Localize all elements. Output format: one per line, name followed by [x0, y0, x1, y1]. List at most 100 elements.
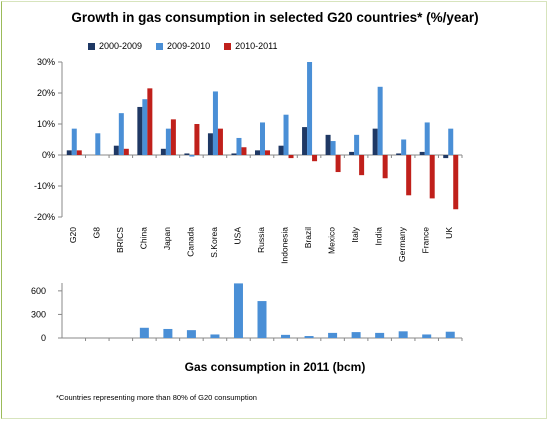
y-tick-label: 20%: [37, 88, 55, 98]
x-tick-label-france: France: [421, 227, 431, 254]
bar-2010-2011-china: [147, 88, 153, 155]
consumption-chart: 0 300 600: [31, 283, 463, 343]
bar-2000-2009-s-korea: [207, 133, 213, 155]
bar-2010-2011-usa: [241, 147, 247, 155]
bar-2009-2010-france: [424, 122, 430, 155]
x-tick-label-italy: Italy: [350, 226, 360, 242]
bar-consumption-canada: [186, 330, 196, 338]
bar-2009-2010-china: [142, 99, 148, 155]
bar-consumption-brazil: [304, 336, 314, 338]
legend-swatch-2010-2011: [224, 42, 232, 50]
bar-2009-2010-germany: [401, 139, 407, 155]
x-tick-label-russia: Russia: [256, 227, 266, 253]
bar-2009-2010-s-korea: [212, 91, 218, 155]
bar-2000-2009-japan: [160, 148, 166, 155]
bar-2010-2011-g20: [76, 150, 82, 155]
x-tick-label-brics: BRICS: [115, 227, 125, 253]
y-tick-label: -10%: [34, 181, 55, 191]
x-tick-label-g20: G20: [68, 227, 78, 243]
x-tick-label-japan: Japan: [162, 227, 172, 250]
bar-2010-2011-germany: [406, 155, 412, 196]
footnote: *Countries representing more than 80% of…: [56, 393, 257, 402]
bar-2000-2009-mexico: [325, 134, 331, 155]
legend-item-2010-2011: 2010-2011: [224, 39, 277, 53]
y-tick-label-2: 300: [31, 309, 46, 319]
legend-label-2009-2010: 2009-2010: [167, 41, 211, 51]
bar-2009-2010-g20: [71, 128, 77, 155]
bar-2010-2011-uk: [453, 155, 459, 210]
legend-label-2010-2011: 2010-2011: [235, 41, 278, 51]
bar-2000-2009-indonesia: [278, 145, 284, 155]
bar-2009-2010-japan: [165, 128, 171, 155]
legend-swatch-2009-2010: [156, 42, 164, 50]
bar-consumption-mexico: [328, 332, 338, 338]
bar-2010-2011-brics: [123, 148, 129, 155]
bar-2009-2010-russia: [260, 122, 265, 155]
bar-2010-2011-japan: [170, 119, 176, 155]
bar-2000-2009-china: [137, 106, 143, 155]
bar-consumption-russia: [257, 301, 267, 338]
bar-consumption-china: [139, 327, 149, 338]
bar-2000-2009-canada: [184, 153, 190, 155]
bar-2000-2009-brics: [113, 145, 119, 155]
bar-2000-2009-brazil: [302, 127, 308, 155]
bar-2009-2010-brics: [118, 113, 124, 155]
y-tick-label: -20%: [34, 212, 55, 222]
bar-consumption-s-korea: [210, 334, 220, 338]
y-tick-label-2: 0: [41, 333, 46, 343]
x-tick-label-uk: UK: [444, 227, 454, 239]
bar-2009-2010-usa: [236, 137, 242, 155]
bar-2010-2011-russia: [265, 150, 270, 155]
bar-consumption-italy: [351, 332, 361, 338]
bar-consumption-japan: [163, 328, 173, 338]
bar-2010-2011-canada: [194, 124, 200, 155]
x-tick-label-s-korea: S.Korea: [209, 227, 219, 258]
bar-2000-2009-italy: [349, 151, 355, 155]
bar-consumption-germany: [398, 331, 408, 338]
bar-2010-2011-italy: [359, 155, 365, 176]
legend-item-2009-2010: 2009-2010: [156, 39, 210, 53]
bar-2009-2010-brazil: [307, 62, 313, 155]
x-tick-label-mexico: Mexico: [327, 227, 337, 254]
x-tick-label-india: India: [374, 227, 384, 246]
bar-consumption-usa: [233, 283, 243, 338]
bar-2000-2009-uk: [443, 155, 449, 159]
x-tick-label-germany: Germany: [397, 226, 407, 262]
legend: 2000-2009 2009-2010 2010-2011: [88, 39, 291, 53]
y-tick-label: 30%: [37, 57, 55, 67]
growth-chart: -20% -10% 0% 10% 20% 30% G20 G8 BRICS China Japan C…: [34, 57, 463, 264]
bar-2010-2011-brazil: [312, 155, 318, 162]
bar-consumption-france: [422, 334, 432, 338]
bar-2009-2010-italy: [354, 134, 360, 155]
bar-2000-2009-g20: [66, 150, 72, 155]
x-tick-label-china: China: [138, 227, 148, 249]
consumption-chart-title: Gas consumption in 2011 (bcm): [184, 360, 366, 374]
bar-2009-2010-uk: [448, 128, 454, 155]
legend-item-2000-2009: 2000-2009: [88, 39, 142, 53]
bar-consumption-india: [375, 332, 385, 338]
bar-2009-2010-india: [377, 86, 383, 155]
bar-2009-2010-g8: [95, 133, 101, 155]
bar-2010-2011-mexico: [335, 155, 341, 173]
bar-2009-2010-indonesia: [283, 114, 289, 155]
bar-2010-2011-indonesia: [288, 155, 294, 159]
legend-swatch-2000-2009: [88, 42, 95, 50]
bar-2010-2011-france: [429, 155, 435, 199]
bar-2000-2009-germany: [396, 153, 402, 155]
bar-2000-2009-usa: [231, 153, 237, 155]
bar-2009-2010-mexico: [330, 141, 336, 155]
x-tick-label-brazil: Brazil: [303, 227, 313, 248]
chart-title: Growth in gas consumption in selected G2…: [71, 10, 479, 25]
bar-2000-2009-france: [419, 151, 425, 155]
y-tick-label: 10%: [37, 119, 55, 129]
bar-consumption-indonesia: [281, 334, 291, 338]
x-tick-label-canada: Canada: [185, 227, 195, 257]
x-tick-label-usa: USA: [232, 227, 242, 245]
x-tick-label-indonesia: Indonesia: [280, 227, 290, 264]
y-tick-label: 0%: [42, 150, 55, 160]
bar-2000-2009-russia: [255, 150, 260, 155]
bar-2000-2009-india: [372, 128, 378, 155]
bar-2009-2010-canada: [189, 155, 195, 157]
y-tick-label-2: 600: [31, 286, 46, 296]
